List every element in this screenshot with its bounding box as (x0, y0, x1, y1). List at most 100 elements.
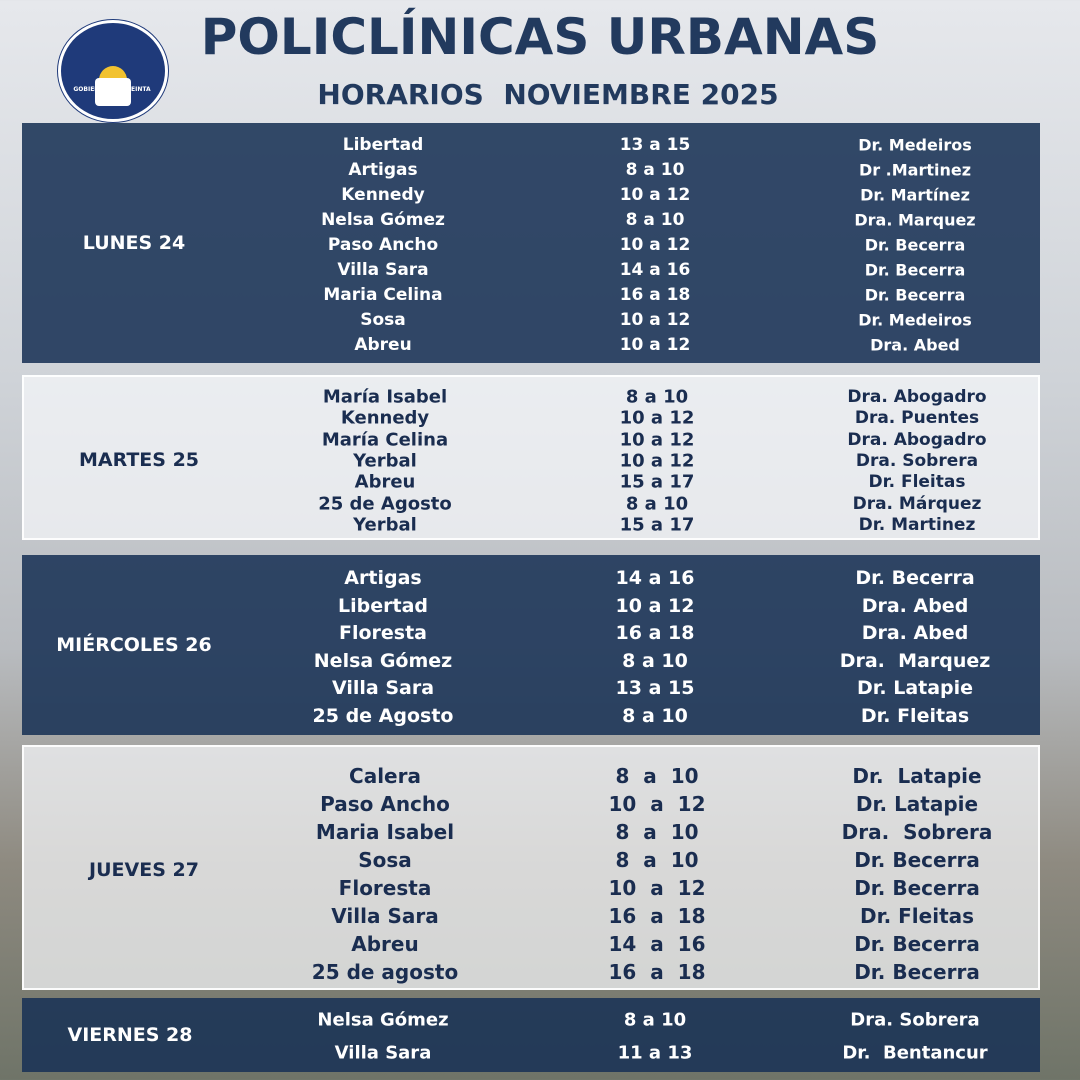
doctor: Dr. Becerra (855, 567, 975, 589)
location: Abreu (354, 471, 416, 493)
day-block: MARTES 25 María Isabel 8 a 10 Dra. Abogadro… (22, 375, 1040, 540)
day-block: LUNES 24 Libertad 13 a 15 Dr. Medeiros Artig… (22, 123, 1040, 363)
location: Nelsa Gómez (321, 210, 445, 230)
doctor: Dr. Becerra (864, 235, 966, 255)
day-block: JUEVES 27 Calera 8 a 10 Dr. Latapie Paso Anc… (22, 745, 1040, 990)
day-label: JUEVES 27 (89, 858, 199, 881)
hours: 8 a 10 (615, 764, 699, 788)
hours: 14 a 16 (619, 260, 691, 280)
hours: 8 a 10 (625, 210, 685, 230)
hours: 16 a 18 (619, 285, 691, 305)
doctor: Dr. Becerra (854, 932, 980, 956)
hours: 14 a 16 (615, 567, 695, 589)
doctor: Dra. Abogadro (847, 387, 987, 407)
day-block: MIÉRCOLES 26 Artigas 14 a 16 Dr. Becerra Lib… (22, 555, 1040, 735)
hours: 8 a 10 (622, 649, 688, 672)
hours: 8 a 10 (615, 848, 699, 872)
doctor: Dr. Latapie (855, 792, 979, 816)
location: Sosa (360, 310, 406, 330)
location: Kennedy (340, 407, 430, 429)
location: Nelsa Gómez (313, 649, 453, 672)
doctor: Dr. Martínez (860, 185, 970, 205)
doctor: Dr. Becerra (854, 960, 980, 984)
hours: 16 a 18 (615, 622, 695, 644)
hours: 10 a 12 (619, 450, 695, 472)
hours: 8 a 10 (625, 493, 689, 514)
hours: 8 a 10 (625, 160, 685, 180)
hours: 10 a 12 (619, 429, 695, 451)
doctor: Dr. Fleitas (859, 904, 975, 928)
hours: 15 a 17 (619, 471, 695, 493)
location: Artigas (344, 567, 422, 589)
hours: 10 a 12 (619, 335, 691, 355)
doctor: Dr. Bentancur (842, 1042, 988, 1064)
location: Abreu (351, 932, 419, 956)
location: Villa Sara (331, 677, 435, 699)
doctor: Dr. Becerra (864, 285, 966, 305)
doctor: Dra. Abogadro (847, 429, 987, 450)
doctor: Dr. Medeiros (858, 135, 972, 155)
day-label: LUNES 24 (82, 232, 186, 254)
doctor: Dra. Abed (861, 594, 969, 617)
logo-emblem (95, 66, 131, 106)
doctor: Dra. Abed (861, 622, 969, 644)
location: Libertad (338, 594, 428, 617)
location: 25 de agosto (311, 960, 459, 984)
subtitle: HORARIOS NOVIEMBRE 2025 (317, 78, 779, 111)
logo-text: GOBIERNO DE TREINTA Y TRES (73, 86, 151, 100)
doctor: Dr. Latapie (852, 764, 982, 788)
doctor: Dr. Latapie (856, 677, 974, 699)
day-block: VIERNES 28 Nelsa Gómez 8 a 10 Dra. Sobrera V… (22, 998, 1040, 1072)
location: Nelsa Gómez (317, 1009, 449, 1031)
hours: 10 a 12 (608, 792, 706, 816)
doctor: Dr. Becerra (854, 876, 980, 900)
doctor: Dra. Marquez (839, 649, 991, 672)
title: POLICLÍNICAS URBANAS (200, 8, 880, 66)
doctor: Dra. Puentes (854, 408, 980, 429)
hours: 8 a 10 (625, 386, 689, 408)
doctor: Dra. Sobrera (850, 1009, 980, 1031)
hours: 15 a 17 (619, 514, 695, 536)
doctor: Dr. Medeiros (858, 310, 972, 330)
location: Villa Sara (331, 904, 439, 928)
location: Kennedy (341, 185, 425, 205)
hours: 8 a 10 (615, 820, 699, 844)
doctor: Dra. Sobrera (855, 450, 979, 471)
logo (58, 20, 168, 122)
location: Maria Celina (323, 285, 443, 305)
location: Villa Sara (337, 260, 429, 280)
doctor: Dra. Sobrera (841, 820, 993, 844)
doctor: Dr. Martinez (858, 514, 976, 535)
doctor: Dr. Becerra (864, 260, 966, 280)
location: Abreu (354, 335, 412, 355)
location: Villa Sara (334, 1042, 432, 1064)
location: Paso Ancho (327, 235, 439, 255)
hours: 10 a 12 (619, 310, 691, 330)
location: María Isabel (322, 386, 448, 408)
hours: 10 a 12 (619, 235, 691, 255)
doctor: Dr. Fleitas (860, 704, 970, 727)
location: 25 de Agosto (312, 704, 454, 727)
doctor: Dra. Marquez (854, 210, 976, 230)
day-label: MARTES 25 (78, 448, 200, 471)
doctor: Dra. Márquez (852, 493, 982, 514)
hours: 10 a 12 (608, 876, 706, 900)
location: Sosa (358, 848, 412, 872)
hours: 16 a 18 (608, 904, 706, 928)
doctor: Dr .Martinez (858, 160, 972, 180)
hours: 10 a 12 (619, 407, 695, 429)
location: Yerbal (353, 514, 417, 536)
location: Calera (349, 764, 421, 788)
day-label: VIERNES 28 (67, 1024, 193, 1046)
hours: 11 a 13 (617, 1042, 693, 1064)
location: Floresta (338, 622, 428, 644)
hours: 14 a 16 (608, 932, 706, 956)
location: Libertad (342, 135, 424, 155)
location: María Celina (321, 429, 449, 451)
location: Yerbal (353, 450, 417, 472)
hours: 16 a 18 (608, 960, 706, 984)
doctor: Dra. Abed (870, 335, 960, 355)
hours: 13 a 15 (619, 135, 691, 155)
location: Artigas (348, 160, 418, 180)
